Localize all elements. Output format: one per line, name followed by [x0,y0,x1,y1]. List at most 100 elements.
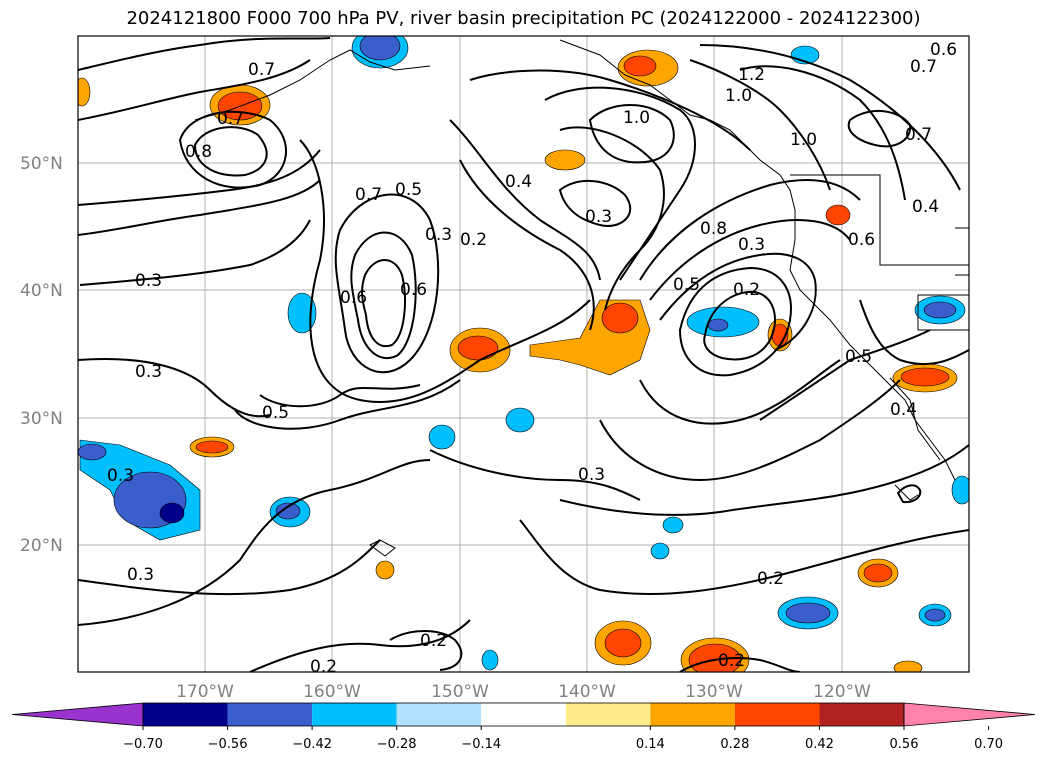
contour-label: 0.2 [460,230,487,250]
contour-label: 0.4 [890,400,917,420]
contour-label: 0.7 [217,109,244,129]
contour-label: 0.8 [185,142,212,162]
lon-label: 120°W [813,682,871,702]
positive-anomaly-blob [529,299,651,376]
negative-anomaly-blob [351,36,409,69]
contour-label: 0.3 [585,207,612,227]
contour-label: 0.8 [700,219,727,239]
colorbar-tick-label: 0.14 [636,737,665,752]
contour-labels: 0.7 0.8 0.3 0.3 0.5 0.7 0.7 0.6 0.5 0.3 … [107,40,957,677]
positive-anomaly-blob [893,660,923,672]
contour-label: 0.5 [262,403,289,423]
negative-anomaly-blob [269,496,311,528]
colorbar-extend-low [11,702,144,727]
positive-anomaly-blob [78,77,91,107]
positive-anomaly-blob [375,560,395,580]
colorbar-segment [143,703,228,726]
colorbar: −0.70 −0.56 −0.42 −0.28 −0.14 0.14 0.28 0.42 0.5… [11,702,1036,752]
positive-anomaly-blob [594,620,652,666]
contour-label: 0.3 [135,271,162,291]
colorbar-tick-label: −0.28 [377,737,417,752]
colorbar-tick-label: 0.70 [974,737,1003,752]
colorbar-segment [481,703,566,726]
positive-anomaly-blob [449,327,511,373]
positive-anomaly-blob [892,363,958,393]
colorbar-segment [819,703,904,726]
lon-label: 150°W [431,682,489,702]
lon-label: 140°W [558,682,616,702]
contour-label: 0.7 [355,185,382,205]
colorbar-segment [734,703,820,726]
contour-label: 0.5 [673,275,700,295]
positive-anomaly-blob [825,204,851,226]
contour-label: 0.3 [738,235,765,255]
contour-label: 1.2 [738,65,765,85]
positive-anomaly-blob [857,558,899,588]
colorbar-segment [650,703,735,726]
contour-label: 0.6 [848,230,875,250]
lat-label: 30°N [20,409,63,429]
colorbar-tick-label: −0.42 [292,737,332,752]
map-area [78,36,969,672]
map-frame [77,35,970,673]
colorbar-segment [565,703,651,726]
lon-label: 160°W [303,682,361,702]
precip-shading [78,36,969,672]
contour-label: 0.2 [420,631,447,651]
negative-anomaly-blob [686,306,760,338]
contour-label: 0.2 [310,657,337,677]
colorbar-extend-high [903,702,1036,727]
contour-label: 0.4 [505,172,532,192]
positive-anomaly-blob [189,436,235,458]
colorbar-tick-label: −0.14 [461,737,501,752]
positive-anomaly-blob [617,49,679,87]
colorbar-tick-label: 0.42 [805,737,834,752]
contour-label: 0.6 [340,288,367,308]
contour-label: 1.0 [725,86,752,106]
lon-label: 170°W [176,682,234,702]
negative-anomaly-blob [662,516,684,534]
contour-label: 0.2 [718,651,745,671]
colorbar-segment [227,703,313,726]
positive-anomaly-blob [544,149,586,171]
lat-label: 50°N [20,154,63,174]
contour-label: 0.5 [845,347,872,367]
contour-label: 0.2 [733,280,760,300]
negative-anomaly-blob [481,649,499,671]
contour-label: 1.0 [790,130,817,150]
lat-label: 40°N [20,281,63,301]
pv-contours [78,37,969,672]
negative-anomaly-blob [951,475,969,505]
contour-label: 0.3 [127,565,154,585]
negative-anomaly-blob [918,603,952,627]
lat-label: 20°N [20,536,63,556]
negative-anomaly-blob [777,596,839,630]
negative-anomaly-blob [650,542,670,560]
contour-label: 0.4 [912,197,939,217]
lon-label: 130°W [685,682,743,702]
contour-label: 0.2 [757,569,784,589]
contour-label: 1.0 [623,108,650,128]
colorbar-tick-label: −0.70 [123,737,163,752]
colorbar-tick-label: 0.28 [720,737,749,752]
negative-anomaly-blob [505,407,535,433]
colorbar-tick-label: 0.56 [890,737,919,752]
longitude-labels: 170°W 160°W 150°W 140°W 130°W 120°W [176,682,871,702]
contour-label: 0.6 [930,40,957,60]
latitude-labels: 50°N 40°N 30°N 20°N [20,154,63,556]
contour-label: 0.7 [910,57,937,77]
contour-label: 0.7 [248,60,275,80]
colorbar-border [142,702,905,727]
contour-label: 0.3 [578,465,605,485]
negative-anomaly-blob [914,295,966,325]
contour-label: 0.3 [135,362,162,382]
contour-label: 0.3 [107,466,134,486]
colorbar-segment [396,703,482,726]
colorbar-segment [312,703,397,726]
negative-anomaly-blob [78,439,201,541]
contour-label: 0.5 [395,180,422,200]
negative-anomaly-blob [287,292,317,334]
contour-label: 0.7 [905,125,932,145]
chart-title: 2024121800 F000 700 hPa PV, river basin … [126,8,921,29]
